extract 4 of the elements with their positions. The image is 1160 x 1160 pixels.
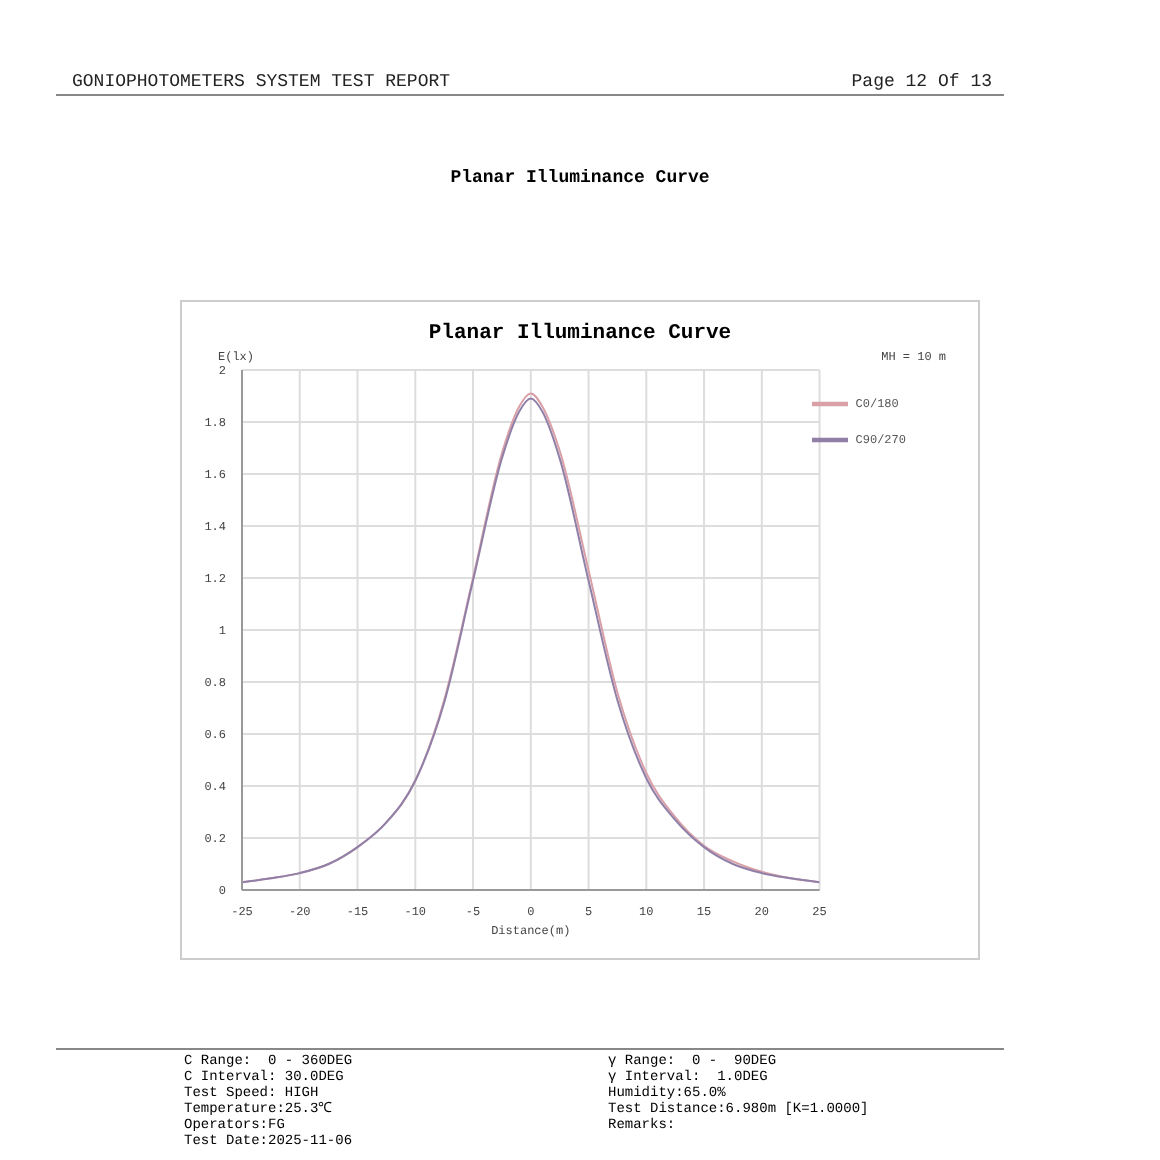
chart-title: Planar Illuminance Curve	[426, 322, 734, 346]
text: GONIOPHOTOMETERS SYSTEM TEST REPORT	[72, 72, 451, 92]
text: Planar Illuminance Curve	[448, 168, 712, 188]
text: Page 12 Of 13	[851, 72, 992, 92]
